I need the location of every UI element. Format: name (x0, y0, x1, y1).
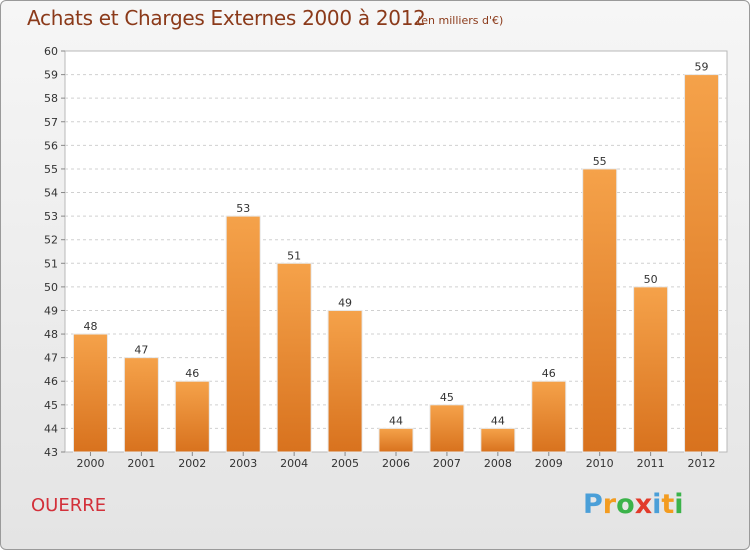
y-tick-label: 48 (44, 328, 58, 341)
bar-2007 (429, 404, 465, 453)
data-label: 50 (644, 273, 658, 286)
logo-letter: o (616, 489, 635, 520)
y-tick-label: 52 (44, 234, 58, 247)
y-axis: 43 44 45 46 47 48 49 50 51 52 53 54 55 56 57 58 59 60 (44, 45, 65, 459)
bar-2003 (225, 215, 261, 453)
logo-letter: P (583, 489, 603, 520)
y-tick-label: 47 (44, 352, 58, 365)
data-label: 47 (134, 344, 148, 357)
bar-2004 (276, 262, 312, 453)
y-tick-label: 44 (44, 422, 58, 435)
x-tick-label: 2002 (178, 457, 206, 470)
data-label: 45 (440, 391, 454, 404)
place-name: OUERRE (31, 495, 107, 516)
x-tick-label: 2012 (688, 457, 716, 470)
x-tick-label: 2011 (637, 457, 665, 470)
data-label: 55 (593, 155, 607, 168)
x-tick-label: 2009 (535, 457, 563, 470)
y-tick-label: 58 (44, 92, 58, 105)
data-label: 48 (83, 320, 97, 333)
data-label: 44 (389, 414, 403, 427)
plot-area (64, 50, 728, 453)
data-label: 59 (695, 61, 709, 74)
bar-2000 (72, 333, 108, 453)
x-tick-label: 2000 (76, 457, 104, 470)
bar-2006 (378, 427, 414, 453)
y-tick-label: 54 (44, 187, 58, 200)
logo-letter: i (652, 489, 662, 520)
logo-letter: r (602, 489, 617, 520)
bar-2008 (480, 427, 516, 453)
chart-title: Achats et Charges Externes 2000 à 2012 (27, 6, 426, 30)
y-tick-label: 55 (44, 163, 58, 176)
y-tick-label: 45 (44, 399, 58, 412)
x-tick-label: 2008 (484, 457, 512, 470)
y-tick-label: 56 (44, 139, 58, 152)
logo-letter: i (674, 489, 684, 520)
logo-letter: t (661, 489, 675, 520)
chart-subtitle: (en milliers d'€) (417, 14, 504, 27)
bar-2009 (531, 380, 567, 453)
x-axis: 2000 2001 2002 2003 2004 2005 2006 2007 2008 2009… (76, 452, 716, 470)
y-tick-label: 43 (44, 446, 58, 459)
bar-2002 (174, 380, 210, 453)
x-tick-label: 2005 (331, 457, 359, 470)
bar-2010 (582, 168, 618, 453)
x-tick-label: 2007 (433, 457, 461, 470)
x-tick-label: 2004 (280, 457, 308, 470)
data-label: 53 (236, 202, 250, 215)
y-tick-label: 53 (44, 210, 58, 223)
data-label: 51 (287, 249, 301, 262)
bar-2001 (123, 357, 159, 453)
bar-2011 (633, 286, 669, 453)
y-tick-label: 57 (44, 116, 58, 129)
y-tick-label: 51 (44, 257, 58, 270)
bars: 48 47 46 53 51 49 44 45 44 46 55 50 59 (72, 61, 720, 453)
y-tick-label: 50 (44, 281, 58, 294)
x-tick-label: 2001 (127, 457, 155, 470)
bar-2005 (327, 309, 363, 453)
data-label: 46 (185, 367, 199, 380)
x-tick-label: 2003 (229, 457, 257, 470)
data-label: 46 (542, 367, 556, 380)
data-label: 49 (338, 296, 352, 309)
y-tick-label: 46 (44, 375, 58, 388)
proxiti-logo: Proxiti (583, 489, 684, 520)
bar-2012 (684, 74, 720, 453)
logo-letter: x (634, 489, 653, 520)
x-tick-label: 2006 (382, 457, 410, 470)
x-tick-label: 2010 (586, 457, 614, 470)
y-tick-label: 59 (44, 69, 58, 82)
y-tick-label: 49 (44, 304, 58, 317)
data-label: 44 (491, 414, 505, 427)
y-tick-label: 60 (44, 45, 58, 58)
